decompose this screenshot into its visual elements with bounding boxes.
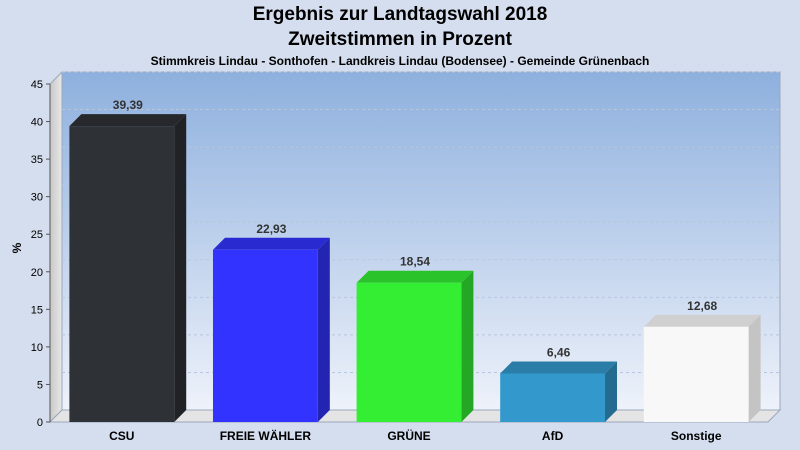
y-tick-label: 35: [31, 154, 43, 166]
bar-side: [317, 237, 330, 422]
y-tick-label: 40: [31, 117, 43, 129]
y-axis-label: %: [10, 242, 24, 253]
bar-side: [461, 270, 474, 422]
y-tick-label: 30: [31, 192, 43, 204]
bar-value-label: 18,54: [400, 255, 430, 269]
bar-front: [500, 373, 606, 422]
bar-side: [605, 361, 618, 422]
x-tick-label: AfD: [542, 429, 564, 443]
bar-front: [212, 249, 318, 422]
x-tick-label: GRÜNE: [387, 428, 430, 443]
bar-top: [212, 237, 330, 250]
chart-caption: Stimmkreis Lindau - Sonthofen - Landkrei…: [150, 54, 650, 68]
bar-top: [356, 270, 474, 283]
bar-freie-wähler: 22,93: [212, 222, 330, 422]
bar-top: [69, 114, 187, 127]
bar-csu: 39,39: [69, 98, 187, 423]
x-tick-label: Sonstige: [671, 429, 722, 443]
x-tick-label: CSU: [109, 429, 134, 443]
bar-value-label: 39,39: [113, 98, 143, 112]
y-tick-label: 45: [31, 79, 43, 91]
y-tick-label: 0: [37, 417, 43, 429]
x-tick-label: FREIE WÄHLER: [220, 428, 312, 443]
bar-sonstige: 12,68: [643, 299, 761, 422]
bar-value-label: 22,93: [256, 222, 286, 236]
y-tick-label: 20: [31, 267, 43, 279]
bar-front: [69, 126, 175, 423]
y-tick-label: 15: [31, 304, 43, 316]
left-wall: [49, 70, 63, 424]
y-tick-label: 25: [31, 229, 43, 241]
bar-top: [643, 314, 761, 327]
bar-front: [356, 282, 462, 422]
bar-value-label: 12,68: [687, 299, 717, 313]
bar-top: [500, 361, 618, 374]
bar-afd: 6,46: [500, 345, 618, 422]
chart-subtitle: Zweitstimmen in Prozent: [288, 29, 512, 50]
bar-side: [748, 314, 761, 422]
bar-side: [174, 114, 187, 423]
y-tick-label: 10: [31, 342, 43, 354]
bar-grüne: 18,54: [356, 255, 474, 422]
y-tick-label: 5: [37, 379, 43, 391]
bar-value-label: 6,46: [547, 345, 571, 359]
bar-front: [643, 326, 749, 422]
chart-title: Ergebnis zur Landtagswahl 2018: [252, 4, 548, 25]
